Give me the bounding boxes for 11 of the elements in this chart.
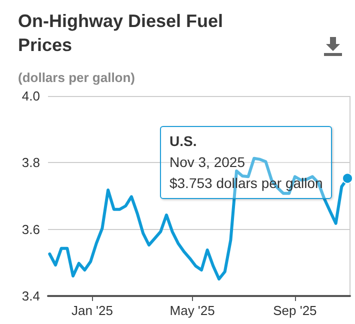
x-tick-label: May '25 [170, 303, 215, 318]
y-tick-label: 3.6 [22, 222, 40, 237]
annotation: Nov 3, 2025 [169, 154, 245, 170]
x-tick-label: Sep '25 [273, 303, 317, 318]
y-tick-label: 3.8 [22, 155, 40, 170]
x-tick-label: Jan '25 [71, 303, 113, 318]
y-tick-label: 4.0 [22, 88, 40, 104]
y-tick-label: 3.4 [22, 288, 40, 304]
chart-title: On-Highway Diesel Fuel Prices [18, 11, 228, 55]
chart-subtitle: (dollars per gallon) [18, 70, 136, 85]
text: U.S. [169, 133, 197, 150]
